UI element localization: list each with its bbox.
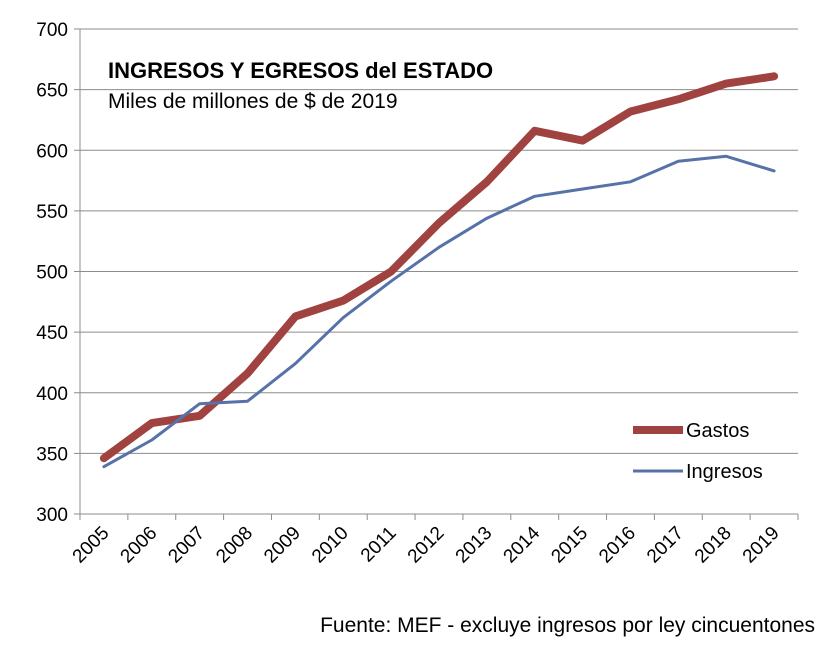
y-axis-ticks: 300 350 400 450 500 550 600 650 700 xyxy=(36,20,80,526)
chart-subtitle: Miles de millones de $ de 2019 xyxy=(108,90,398,113)
chart-title: INGRESOS Y EGRESOS del ESTADO xyxy=(108,58,493,83)
series-lines xyxy=(99,72,779,469)
y-tick-label-500: 500 xyxy=(36,263,68,284)
legend-label-gastos: Gastos xyxy=(686,420,749,442)
y-tick-label-350: 350 xyxy=(36,444,68,465)
legend: Gastos Ingresos xyxy=(633,420,763,483)
legend-label-ingresos: Ingresos xyxy=(686,461,763,483)
y-tick-label-300: 300 xyxy=(36,505,68,526)
y-tick-label-450: 450 xyxy=(36,323,68,344)
source-note: Fuente: MEF - excluye ingresos por ley c… xyxy=(320,614,815,637)
series-line-ingresos xyxy=(102,154,776,469)
y-tick-label-400: 400 xyxy=(36,384,68,405)
gridlines xyxy=(80,28,798,454)
y-tick-label-600: 600 xyxy=(36,141,68,162)
y-tick-label-550: 550 xyxy=(36,202,68,223)
y-tick-label-700: 700 xyxy=(36,20,68,41)
y-tick-label-650: 650 xyxy=(36,81,68,102)
